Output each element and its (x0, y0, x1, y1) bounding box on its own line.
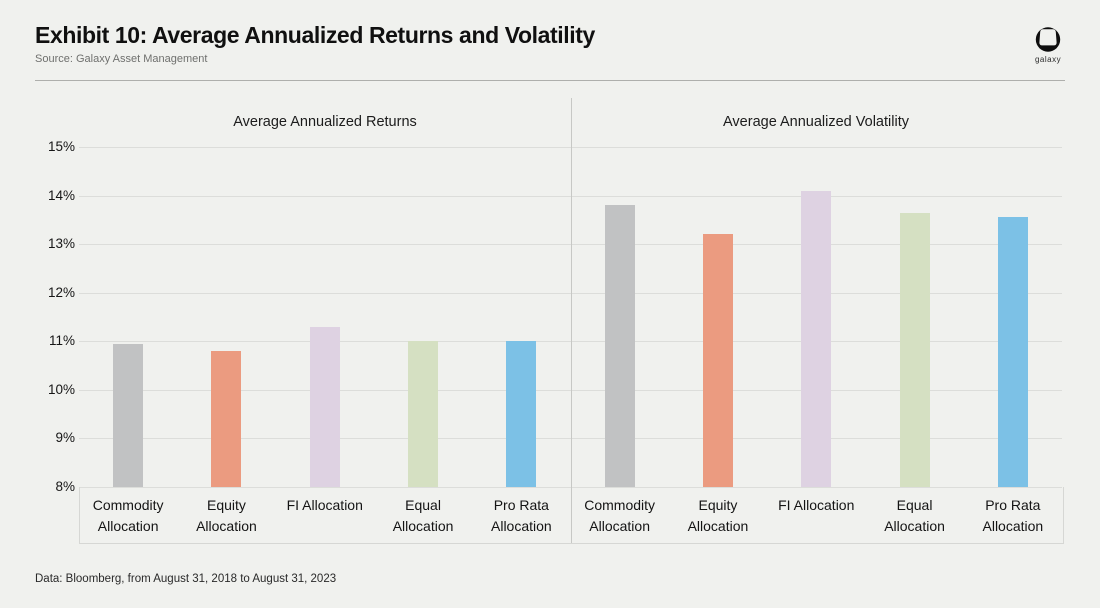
source-caption: Source: Galaxy Asset Management (35, 53, 208, 65)
y-axis-tick-label: 9% (55, 430, 75, 446)
category-label: Commodity Allocation (92, 497, 164, 534)
bar-fi-allocation (309, 326, 340, 487)
bar-equal-allocation (899, 212, 930, 487)
y-axis-tick-label: 13% (47, 236, 75, 252)
galaxy-helmet-icon (1035, 27, 1061, 52)
y-axis-tick-label: 14% (47, 187, 75, 203)
bar-commodity-allocation (113, 343, 144, 487)
galaxy-logo: galaxy (1027, 24, 1069, 64)
category-label: Commodity Allocation (584, 497, 656, 534)
category-label-box (79, 487, 1064, 544)
bar-commodity-allocation (604, 205, 635, 487)
bar-pro-rata-allocation (997, 217, 1028, 487)
y-axis-tick-label: 12% (47, 284, 75, 300)
right-panel-title: Average Annualized Volatility (723, 114, 909, 130)
panel-divider (570, 98, 572, 543)
bar-fi-allocation (801, 190, 832, 487)
category-label: Equity Allocation (196, 497, 257, 534)
category-label: Equal Allocation (392, 497, 454, 534)
galaxy-wordmark: galaxy (1034, 55, 1062, 64)
category-label: Equal Allocation (884, 497, 945, 534)
data-footnote: Data: Bloomberg, from August 31, 2018 to… (35, 573, 337, 585)
page-title: Exhibit 10: Average Annualized Returns a… (35, 22, 595, 48)
y-axis-tick-label: 11% (48, 333, 75, 349)
y-axis-tick-label: 8% (55, 479, 75, 494)
bar-equity-allocation (211, 351, 242, 487)
bar-pro-rata-allocation (506, 341, 537, 487)
bar-equity-allocation (702, 234, 733, 487)
y-axis-tick-label: 15% (47, 139, 75, 154)
header-divider (35, 80, 1065, 81)
category-label: Equity Allocation (687, 497, 749, 534)
category-label: Pro Rata Allocation (982, 497, 1044, 534)
category-label: FI Allocation (286, 497, 363, 513)
category-label: Pro Rata Allocation (490, 497, 552, 534)
bar-equal-allocation (408, 341, 439, 487)
y-axis-tick-label: 10% (47, 381, 75, 397)
left-panel-title: Average Annualized Returns (233, 114, 417, 130)
category-label: FI Allocation (778, 497, 855, 513)
